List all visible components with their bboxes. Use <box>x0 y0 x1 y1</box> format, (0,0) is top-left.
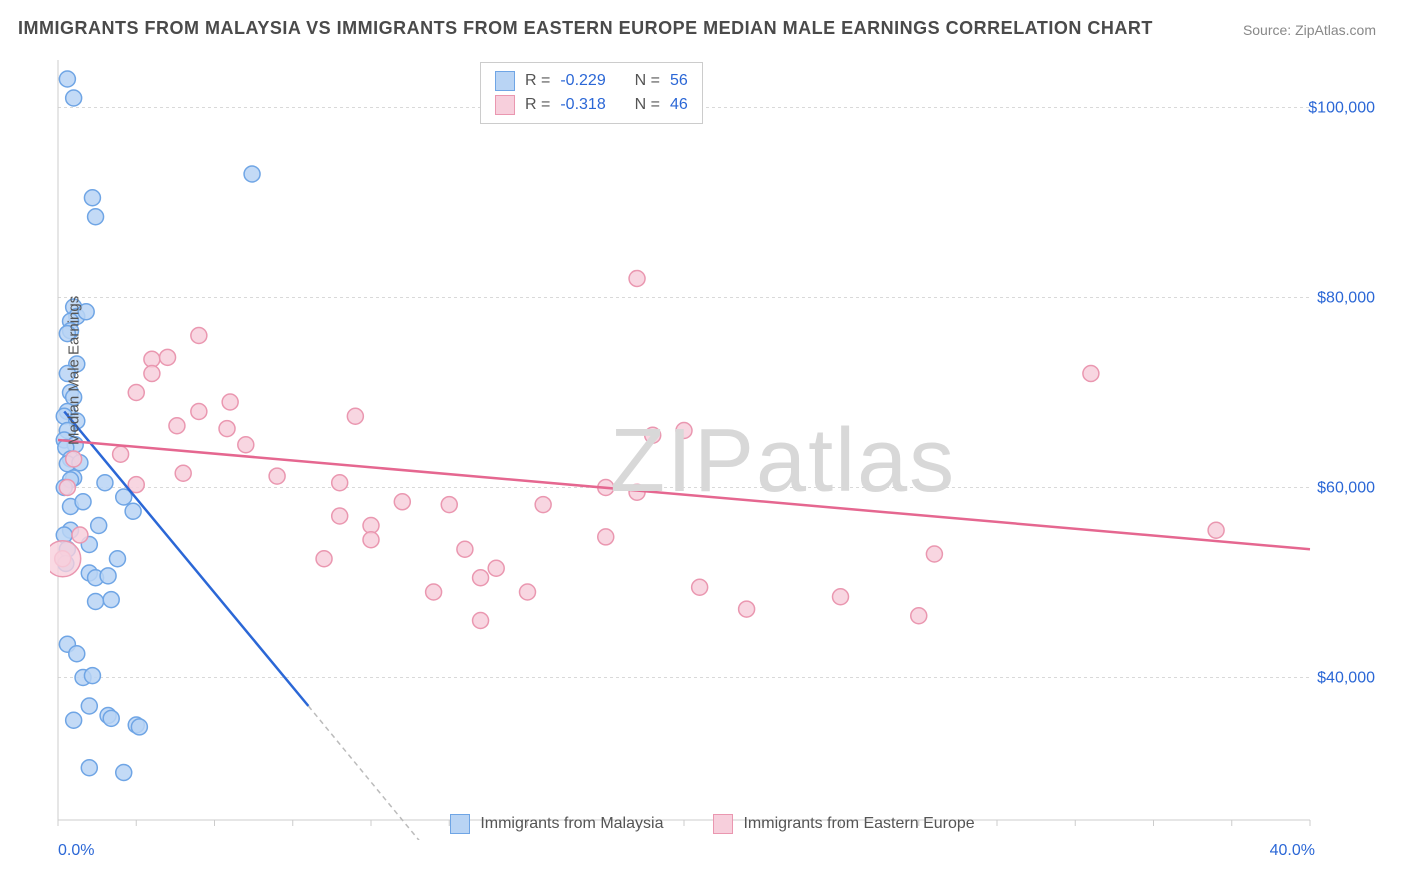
scatter-chart: $40,000 $60,000 $80,000 $100,000 <box>50 50 1375 840</box>
stats-legend: R = -0.229 N = 56 R = -0.318 N = 46 <box>480 62 703 124</box>
swatch-eeurope-b <box>713 814 733 834</box>
legend-label-1: Immigrants from Eastern Europe <box>743 815 974 833</box>
stats-row-1: R = -0.318 N = 46 <box>495 93 688 117</box>
r-value-0: -0.229 <box>560 69 605 93</box>
plot-area: Median Male Earnings ZIPatlas $40,000$60… <box>50 50 1375 840</box>
x-end-label: 40.0% <box>1270 842 1315 860</box>
n-label: N = <box>635 69 660 93</box>
chart-title: IMMIGRANTS FROM MALAYSIA VS IMMIGRANTS F… <box>18 18 1153 39</box>
n-value-0: 56 <box>670 69 688 93</box>
r-value-1: -0.318 <box>560 93 605 117</box>
r-label: R = <box>525 69 550 93</box>
stats-row-0: R = -0.229 N = 56 <box>495 69 688 93</box>
swatch-malaysia-b <box>450 814 470 834</box>
legend-label-0: Immigrants from Malaysia <box>480 815 663 833</box>
svg-text:$60,000: $60,000 <box>1317 480 1375 497</box>
swatch-eeurope <box>495 95 515 115</box>
series-legend: Immigrants from Malaysia Immigrants from… <box>50 814 1375 834</box>
swatch-malaysia <box>495 71 515 91</box>
legend-item-0: Immigrants from Malaysia <box>450 814 663 834</box>
source-prefix: Source: <box>1243 22 1295 38</box>
legend-item-1: Immigrants from Eastern Europe <box>713 814 974 834</box>
n-value-1: 46 <box>670 93 688 117</box>
n-label: N = <box>635 93 660 117</box>
source-link[interactable]: ZipAtlas.com <box>1295 22 1376 38</box>
source-line: Source: ZipAtlas.com <box>1243 22 1376 38</box>
svg-text:$80,000: $80,000 <box>1317 290 1375 307</box>
svg-text:$100,000: $100,000 <box>1308 100 1375 117</box>
x-start-label: 0.0% <box>58 842 94 860</box>
svg-text:$40,000: $40,000 <box>1317 670 1375 687</box>
y-axis-label: Median Male Earnings <box>66 296 83 445</box>
r-label: R = <box>525 93 550 117</box>
